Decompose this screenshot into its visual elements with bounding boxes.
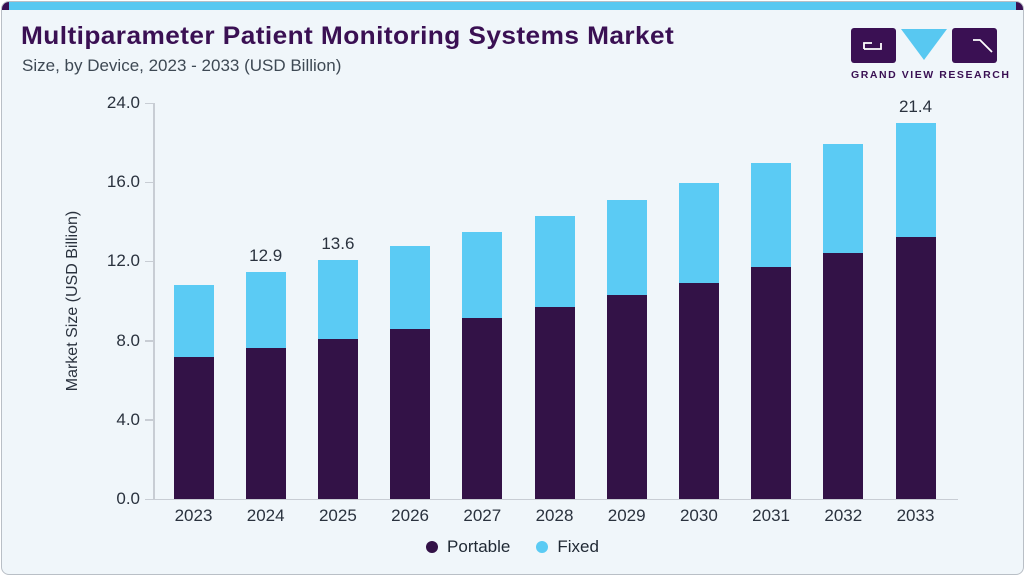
y-tick-label: 8.0 xyxy=(116,330,140,350)
y-tick-mark xyxy=(145,260,153,263)
bar-segment-portable xyxy=(462,318,503,499)
x-tick-label: 2024 xyxy=(246,506,285,525)
bar-segment-fixed xyxy=(606,200,647,296)
gvr-logo-v-icon xyxy=(901,29,947,60)
bar-segment-portable xyxy=(678,282,719,499)
top-accent-bar xyxy=(2,2,1023,10)
legend-label-fixed: Fixed xyxy=(557,537,599,556)
gvr-logo-g-icon xyxy=(851,28,896,63)
bar-segment-portable xyxy=(823,253,864,499)
legend-item-fixed: Fixed xyxy=(536,537,599,557)
y-axis-line xyxy=(153,103,155,499)
x-tick-label: 2028 xyxy=(535,506,574,525)
bar-segment-portable xyxy=(751,267,792,499)
bar-segment-fixed xyxy=(317,260,358,340)
x-tick-label: 2023 xyxy=(174,506,213,525)
gvr-logo: GRAND VIEW RESEARCH xyxy=(851,28,1011,81)
y-tick-label: 12.0 xyxy=(106,251,140,271)
legend-dot-fixed-icon xyxy=(536,541,549,553)
y-axis-title: Market Size (USD Billion) xyxy=(64,210,81,392)
x-tick-label: 2032 xyxy=(824,506,863,525)
bar-segment-portable xyxy=(534,307,575,499)
y-tick-label: 0.0 xyxy=(116,489,140,508)
x-tick-label: 2026 xyxy=(391,506,429,525)
bar-segment-fixed xyxy=(462,231,503,318)
bar-segment-fixed xyxy=(245,272,286,348)
x-tick-label: 2027 xyxy=(463,506,502,525)
x-tick-label: 2025 xyxy=(318,506,357,525)
bar-segment-fixed xyxy=(173,284,214,357)
x-axis-line xyxy=(153,498,958,500)
bar-segment-portable xyxy=(245,347,286,499)
legend-item-portable: Portable xyxy=(426,537,510,557)
gvr-logo-text: GRAND VIEW RESEARCH xyxy=(851,69,1011,81)
x-tick-label: 2031 xyxy=(752,506,790,525)
bar-segment-portable xyxy=(317,339,358,499)
y-tick-label: 4.0 xyxy=(116,409,140,429)
bar-segment-fixed xyxy=(534,216,575,308)
bar-segment-fixed xyxy=(823,144,864,253)
y-tick-label: 24.0 xyxy=(106,93,140,112)
bar-segment-fixed xyxy=(751,163,792,268)
legend: Portable Fixed xyxy=(0,537,1025,557)
y-tick-label: 16.0 xyxy=(106,172,140,192)
bar-value-label: 21.4 xyxy=(898,97,933,116)
y-tick-mark xyxy=(145,181,153,184)
bar-value-label: 13.6 xyxy=(321,234,355,254)
legend-label-portable: Portable xyxy=(447,537,511,556)
bar-segment-fixed xyxy=(895,123,936,238)
bar-segment-portable xyxy=(606,295,647,499)
gvr-logo-r-icon xyxy=(952,28,997,63)
bar-segment-portable xyxy=(173,356,214,499)
page-title: Multiparameter Patient Monitoring System… xyxy=(21,22,675,50)
bar-segment-portable xyxy=(390,328,431,499)
bar-value-label: 12.9 xyxy=(249,246,283,266)
x-tick-label: 2029 xyxy=(607,506,646,525)
bar-segment-fixed xyxy=(678,182,719,283)
gvr-logo-marks xyxy=(851,28,997,63)
y-tick-mark xyxy=(145,498,153,500)
page-subtitle: Size, by Device, 2023 - 2033 (USD Billio… xyxy=(22,56,342,75)
x-tick-label: 2033 xyxy=(896,506,935,525)
legend-dot-portable-icon xyxy=(426,541,439,553)
bar-segment-portable xyxy=(895,237,936,499)
y-tick-mark xyxy=(145,419,153,421)
x-tick-label: 2030 xyxy=(679,506,718,525)
bar-segment-fixed xyxy=(390,245,431,329)
y-tick-mark xyxy=(145,102,153,104)
y-tick-mark xyxy=(145,340,153,342)
